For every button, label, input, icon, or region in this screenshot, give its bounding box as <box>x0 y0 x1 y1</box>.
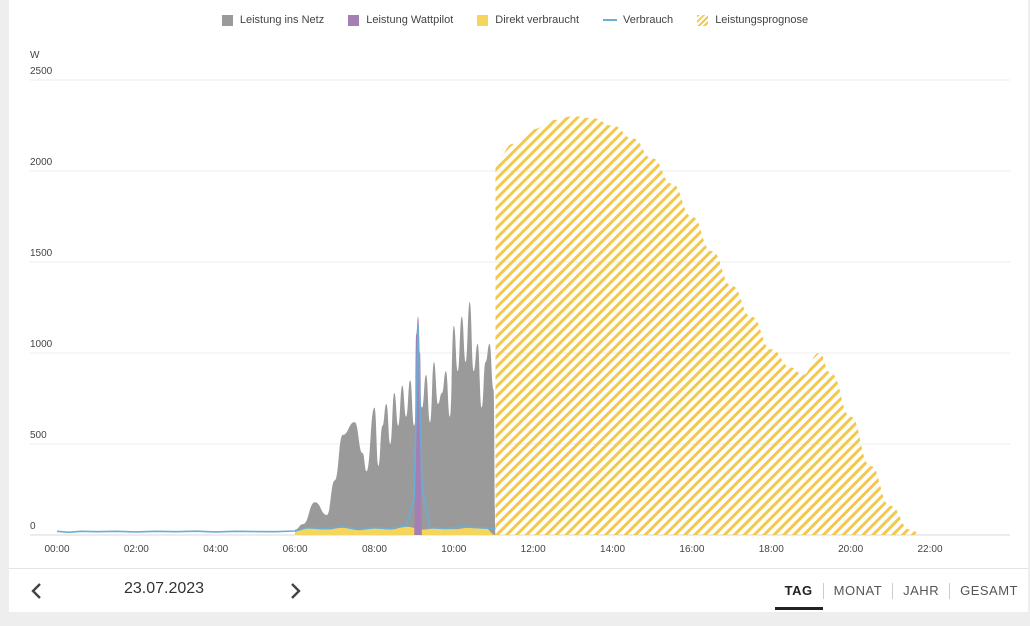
x-tick-label: 00:00 <box>44 544 69 555</box>
energy-chart: 0 500 1000 1500 2000 2500 W 00:00 02:00 04:00 06:0… <box>30 50 1010 555</box>
chevron-left-icon[interactable] <box>25 579 49 603</box>
legend-item[interactable]: Direkt verbraucht <box>477 14 579 26</box>
y-tick-label: 2500 <box>30 66 53 77</box>
x-tick-label: 02:00 <box>124 544 149 555</box>
y-tick-label: 1000 <box>30 339 53 350</box>
legend-label: Leistungsprognose <box>715 14 809 26</box>
line-swatch-icon <box>603 19 618 21</box>
chevron-right-icon[interactable] <box>283 579 307 603</box>
color-swatch-icon <box>477 14 489 26</box>
x-tick-label: 18:00 <box>759 544 784 555</box>
tab-divider <box>822 582 824 599</box>
legend-item[interactable]: Verbrauch <box>603 14 673 26</box>
y-tick-label: 2000 <box>30 157 53 168</box>
tab-divider <box>949 582 951 599</box>
chart-legend: Leistung ins Netz Leistung Wattpilot Direk… <box>0 14 1030 26</box>
color-swatch-icon <box>221 14 233 26</box>
period-tabs: TAG MONAT JAHR GESAMT <box>774 569 1028 612</box>
x-tick-label: 14:00 <box>600 544 625 555</box>
legend-item[interactable]: Leistungsprognose <box>697 14 808 26</box>
tab-tag[interactable]: TAG <box>774 569 823 612</box>
hatch-swatch-icon <box>697 14 709 26</box>
x-tick-label: 20:00 <box>838 544 863 555</box>
legend-item[interactable]: Leistung Wattpilot <box>348 14 453 26</box>
legend-label: Direkt verbraucht <box>495 14 580 26</box>
legend-item[interactable]: Leistung ins Netz <box>221 14 325 26</box>
tab-gesamt[interactable]: GESAMT <box>960 583 1018 598</box>
y-axis-label: W <box>30 50 40 61</box>
color-swatch-icon <box>348 14 360 26</box>
series-verbrauch <box>56 325 496 534</box>
x-tick-label: 12:00 <box>521 544 546 555</box>
x-tick-label: 16:00 <box>679 544 704 555</box>
date-navigation-bar: 23.07.2023 TAG MONAT JAHR GESAMT <box>9 568 1028 612</box>
x-tick-label: 08:00 <box>362 544 387 555</box>
legend-label: Leistung ins Netz <box>239 14 325 26</box>
x-tick-label: 10:00 <box>441 544 466 555</box>
tab-jahr[interactable]: JAHR <box>903 583 940 598</box>
x-tick-label: 06:00 <box>283 544 308 555</box>
series-leistung-wattpilot <box>414 316 423 535</box>
y-tick-label: 500 <box>30 430 47 441</box>
tab-monat[interactable]: MONAT <box>833 583 883 598</box>
y-tick-label: 1500 <box>30 248 53 259</box>
legend-label: Verbrauch <box>623 14 674 26</box>
current-date: 23.07.2023 <box>124 580 205 597</box>
series-leistung-ins-netz <box>295 302 496 535</box>
x-tick-label: 22:00 <box>917 544 942 555</box>
series-leistungsprognose <box>495 116 923 536</box>
y-tick-label: 0 <box>30 521 36 532</box>
x-tick-label: 04:00 <box>203 544 228 555</box>
tab-divider <box>892 582 894 599</box>
legend-label: Leistung Wattpilot <box>366 14 454 26</box>
